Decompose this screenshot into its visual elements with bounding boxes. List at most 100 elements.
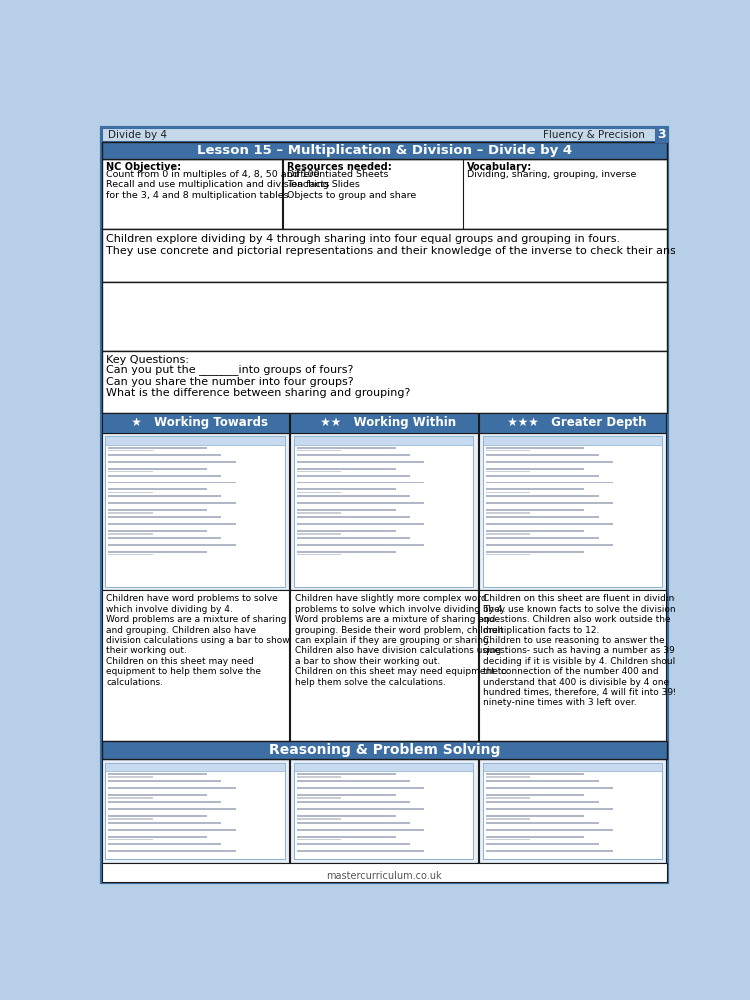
Bar bbox=[297, 797, 341, 799]
Bar bbox=[105, 436, 285, 587]
Bar bbox=[486, 808, 613, 810]
Bar bbox=[478, 433, 667, 590]
Text: 3: 3 bbox=[658, 128, 666, 141]
Text: Differentiated Sheets
Teaching Slides
Objects to group and share: Differentiated Sheets Teaching Slides Ob… bbox=[286, 170, 416, 200]
Bar bbox=[294, 436, 473, 445]
Bar bbox=[109, 801, 221, 803]
Bar bbox=[101, 128, 668, 142]
Bar bbox=[297, 454, 410, 456]
Bar bbox=[486, 492, 530, 493]
Text: ★★★   Greater Depth: ★★★ Greater Depth bbox=[500, 416, 646, 429]
Bar bbox=[486, 850, 613, 852]
Bar bbox=[486, 523, 613, 525]
Text: Children have slightly more complex word
problems to solve which involve dividin: Children have slightly more complex word… bbox=[295, 594, 506, 687]
Bar bbox=[486, 530, 584, 532]
Bar bbox=[486, 454, 598, 456]
Bar bbox=[486, 475, 598, 477]
Bar bbox=[486, 537, 598, 539]
Bar bbox=[109, 468, 207, 470]
Bar bbox=[109, 454, 221, 456]
Bar bbox=[486, 509, 584, 511]
Bar bbox=[297, 544, 424, 546]
Bar bbox=[486, 839, 530, 840]
Bar bbox=[486, 482, 613, 483]
Bar bbox=[105, 436, 285, 445]
Bar bbox=[109, 509, 207, 511]
Bar bbox=[101, 413, 290, 433]
Bar bbox=[109, 794, 207, 796]
Bar bbox=[297, 502, 424, 504]
Text: Key Questions:: Key Questions: bbox=[106, 355, 189, 365]
Bar bbox=[109, 495, 221, 497]
Bar bbox=[297, 537, 410, 539]
Bar bbox=[486, 836, 584, 838]
Bar bbox=[486, 780, 598, 782]
Bar bbox=[486, 461, 613, 463]
Bar bbox=[294, 763, 473, 859]
Text: ★   Working Towards: ★ Working Towards bbox=[123, 416, 268, 429]
Bar bbox=[297, 492, 341, 493]
Text: Count from 0 in multiples of 4, 8, 50 and 100
Recall and use multiplication and : Count from 0 in multiples of 4, 8, 50 an… bbox=[106, 170, 329, 200]
Bar bbox=[297, 475, 410, 477]
Bar bbox=[297, 512, 341, 514]
Bar bbox=[486, 829, 613, 831]
Bar bbox=[486, 471, 530, 472]
Text: Children have word problems to solve
which involve dividing by 4.
Word problems : Children have word problems to solve whi… bbox=[106, 594, 290, 687]
Text: Children explore dividing by 4 through sharing into four equal groups and groupi: Children explore dividing by 4 through s… bbox=[106, 234, 706, 256]
Text: Resources needed:: Resources needed: bbox=[286, 162, 392, 172]
Bar bbox=[290, 590, 478, 741]
Bar bbox=[101, 158, 668, 229]
Bar bbox=[109, 818, 153, 820]
Bar bbox=[109, 773, 207, 775]
Bar bbox=[482, 436, 662, 445]
Bar bbox=[297, 850, 424, 852]
Bar bbox=[109, 815, 207, 817]
Bar bbox=[297, 482, 424, 483]
Bar bbox=[109, 461, 236, 463]
Bar bbox=[109, 780, 221, 782]
Text: Fluency & Precision: Fluency & Precision bbox=[543, 130, 645, 140]
Bar bbox=[297, 468, 396, 470]
Bar bbox=[282, 158, 283, 229]
Bar bbox=[486, 502, 613, 504]
Bar bbox=[486, 843, 598, 845]
Text: Can you put the _______into groups of fours?
Can you share the number into four : Can you put the _______into groups of fo… bbox=[106, 364, 410, 398]
Bar bbox=[101, 433, 290, 590]
Bar bbox=[294, 763, 473, 771]
Bar bbox=[109, 488, 207, 490]
Bar bbox=[109, 544, 236, 546]
Bar bbox=[109, 492, 153, 493]
Bar bbox=[101, 741, 668, 759]
Bar bbox=[486, 447, 584, 449]
Bar bbox=[290, 413, 478, 433]
Bar bbox=[101, 229, 668, 282]
Bar bbox=[109, 523, 236, 525]
Bar bbox=[486, 818, 530, 820]
Bar bbox=[297, 815, 396, 817]
Bar bbox=[109, 450, 153, 451]
Bar bbox=[486, 794, 584, 796]
Bar bbox=[486, 776, 530, 778]
Bar bbox=[656, 128, 668, 142]
Bar bbox=[109, 475, 221, 477]
Bar bbox=[486, 554, 530, 555]
Bar bbox=[297, 447, 396, 449]
Bar bbox=[486, 787, 613, 789]
Bar bbox=[486, 512, 530, 514]
Bar bbox=[101, 863, 668, 882]
Bar bbox=[297, 822, 410, 824]
Bar bbox=[297, 461, 424, 463]
Bar bbox=[297, 773, 396, 775]
Text: Vocabulary:: Vocabulary: bbox=[467, 162, 532, 172]
Bar bbox=[297, 776, 341, 778]
Bar bbox=[109, 822, 221, 824]
Bar bbox=[297, 509, 396, 511]
Bar bbox=[109, 551, 207, 553]
Bar bbox=[297, 843, 410, 845]
Bar bbox=[486, 773, 584, 775]
Bar bbox=[290, 759, 478, 863]
Bar bbox=[486, 495, 598, 497]
Bar bbox=[109, 471, 153, 472]
Bar bbox=[478, 413, 667, 433]
Bar bbox=[486, 544, 613, 546]
